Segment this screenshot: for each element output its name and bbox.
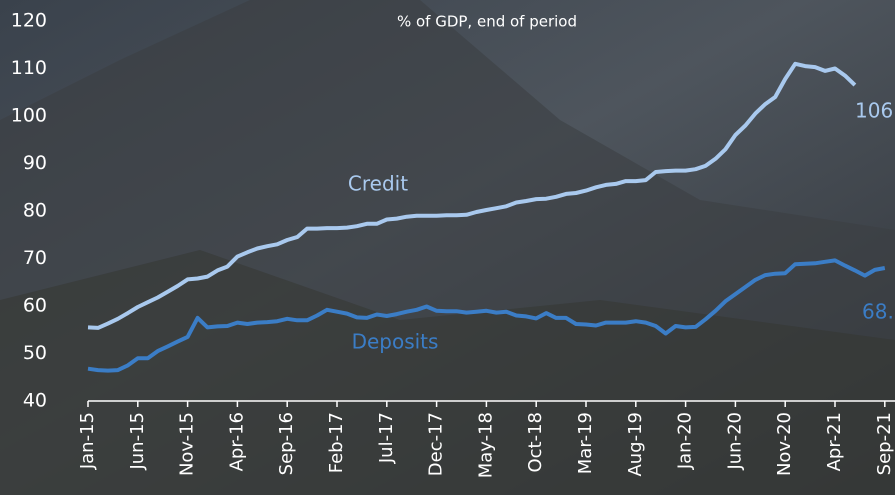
y-tick-label: 50	[23, 342, 47, 364]
x-tick-label: Jun-20	[724, 412, 745, 471]
x-tick-label: Apr-16	[226, 412, 247, 471]
x-tick-label: May-18	[475, 412, 496, 478]
x-tick-label: Sep-21	[874, 412, 895, 475]
annotation: 68.0	[862, 300, 895, 324]
subtitle: % of GDP, end of period	[397, 13, 577, 31]
x-tick-label: Oct-18	[525, 412, 546, 473]
y-tick-label: 60	[23, 295, 47, 317]
y-tick-label: 120	[11, 10, 47, 32]
x-tick-label: Dec-17	[426, 412, 447, 476]
y-tick-label: 100	[11, 105, 47, 127]
x-tick-label: Jan-15	[77, 412, 98, 470]
y-tick-label: 80	[23, 200, 47, 222]
x-tick-label: Aug-19	[625, 412, 646, 477]
x-tick-label: Feb-17	[326, 412, 347, 473]
annotation: Deposits	[352, 330, 439, 354]
annotation: 106.5	[855, 99, 895, 123]
series-line	[87, 258, 886, 373]
x-tick-label: Jul-17	[376, 412, 397, 464]
x-tick-label: Jun-15	[127, 412, 148, 471]
series-line	[87, 61, 857, 330]
x-tick-label: Nov-20	[774, 412, 795, 476]
x-tick-label: Sep-16	[276, 412, 297, 475]
y-tick-label: 90	[23, 152, 47, 174]
y-tick-label: 70	[23, 247, 47, 269]
annotation: Credit	[348, 172, 408, 196]
x-tick-label: Nov-15	[177, 412, 198, 476]
x-tick-label: Apr-21	[824, 412, 845, 471]
y-tick-label: 40	[23, 390, 47, 412]
y-tick-label: 110	[11, 57, 47, 79]
x-tick-label: Mar-19	[575, 412, 596, 474]
mountain-base	[0, 250, 895, 495]
x-tick-label: Jan-20	[675, 412, 696, 470]
